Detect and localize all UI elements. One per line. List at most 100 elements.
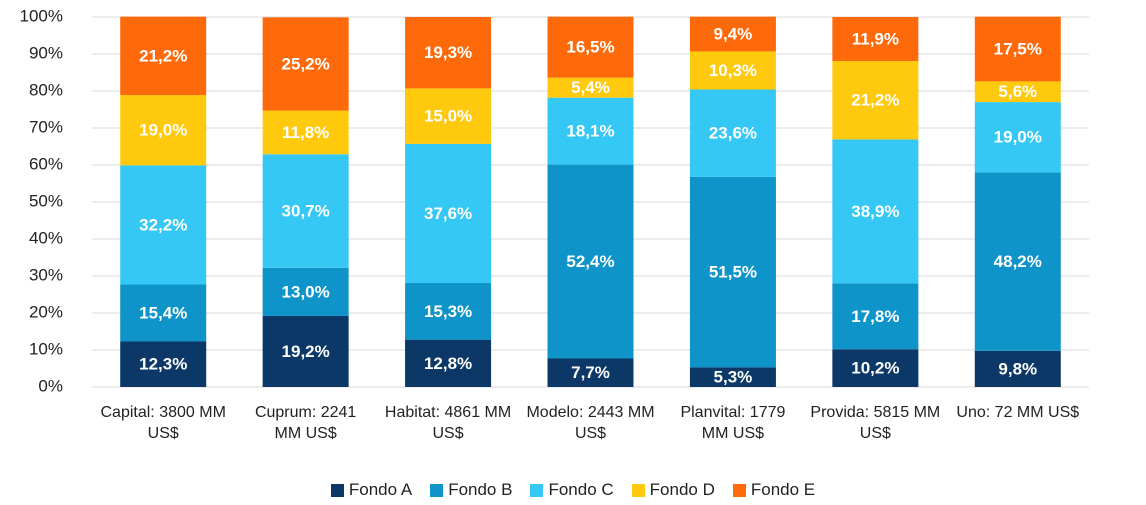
data-label: 12,8% bbox=[424, 354, 472, 373]
data-label: 18,1% bbox=[566, 122, 614, 141]
data-label: 10,2% bbox=[851, 359, 899, 378]
bar-segment bbox=[832, 139, 919, 284]
y-tick-label: 90% bbox=[29, 43, 63, 62]
y-tick-label: 70% bbox=[29, 117, 63, 136]
bar-segment bbox=[974, 16, 1061, 82]
x-tick-label: Modelo: 2443 MM US$ bbox=[526, 404, 655, 442]
data-label: 30,7% bbox=[282, 202, 330, 221]
data-label: 15,3% bbox=[424, 302, 472, 321]
legend-item: Fondo B bbox=[430, 480, 512, 500]
bar-segment bbox=[974, 172, 1061, 351]
x-tick-label: Cuprum: 2241 MM US$ bbox=[254, 404, 357, 442]
bar-segment bbox=[262, 315, 349, 387]
data-label: 19,0% bbox=[139, 121, 187, 140]
data-label: 21,2% bbox=[851, 91, 899, 110]
bar-segment bbox=[547, 358, 634, 387]
bar-segment bbox=[974, 102, 1061, 173]
legend-label: Fondo D bbox=[649, 480, 715, 499]
data-label: 19,2% bbox=[282, 342, 330, 361]
bar-segment bbox=[547, 77, 634, 98]
bar-segment bbox=[405, 143, 492, 284]
legend-item: Fondo D bbox=[631, 480, 715, 500]
y-tick-label: 80% bbox=[29, 80, 63, 99]
data-label: 38,9% bbox=[851, 202, 899, 221]
bar-segment bbox=[120, 341, 207, 387]
x-tick-label: Habitat: 4861 MM US$ bbox=[384, 404, 512, 442]
data-label: 11,8% bbox=[282, 123, 329, 142]
y-tick-label: 60% bbox=[29, 154, 63, 173]
bar-segment bbox=[120, 95, 207, 166]
bar-segment bbox=[832, 349, 919, 387]
data-label: 19,3% bbox=[424, 43, 472, 62]
bar-segment bbox=[832, 17, 919, 62]
bar-segment bbox=[974, 81, 1061, 103]
data-label: 11,9% bbox=[852, 29, 899, 48]
data-label: 10,3% bbox=[709, 61, 757, 80]
bar-segment bbox=[405, 88, 492, 144]
bar-segment bbox=[120, 284, 207, 342]
y-tick-label: 40% bbox=[29, 228, 63, 247]
data-label: 51,5% bbox=[709, 263, 757, 282]
legend-label: Fondo A bbox=[348, 480, 413, 499]
data-label: 9,4% bbox=[714, 25, 753, 44]
x-tick-label: Provida: 5815 MM US$ bbox=[810, 404, 941, 442]
bar-segment bbox=[832, 61, 919, 140]
y-tick-label: 50% bbox=[29, 191, 63, 210]
y-tick-label: 30% bbox=[29, 265, 63, 284]
bar-segment bbox=[262, 154, 349, 268]
data-label: 5,4% bbox=[571, 78, 610, 97]
y-tick-label: 10% bbox=[29, 339, 63, 358]
data-label: 23,6% bbox=[709, 124, 757, 143]
legend-label: Fondo B bbox=[448, 480, 513, 499]
bar-segment bbox=[547, 97, 634, 165]
data-label: 9,8% bbox=[998, 359, 1037, 378]
data-label: 13,0% bbox=[282, 282, 330, 301]
data-label: 5,6% bbox=[998, 82, 1037, 101]
bar-segment bbox=[689, 16, 776, 52]
bar-segment bbox=[262, 17, 349, 111]
y-tick-label: 20% bbox=[29, 302, 63, 321]
bar-segment bbox=[689, 367, 776, 387]
data-label: 17,8% bbox=[851, 307, 899, 326]
x-tick-label: Planvital: 1779 MM US$ bbox=[680, 404, 786, 442]
bar-segment bbox=[405, 283, 492, 340]
bar-segment bbox=[547, 16, 634, 78]
x-tick-label: Capital: 3800 MM US$ bbox=[100, 404, 226, 442]
y-tick-label: 100% bbox=[20, 6, 63, 25]
bar-segment bbox=[974, 350, 1061, 387]
data-label: 15,4% bbox=[139, 303, 187, 322]
data-label: 25,2% bbox=[282, 54, 330, 73]
legend-item: Fondo C bbox=[530, 480, 614, 500]
bar-segment bbox=[262, 110, 349, 155]
data-label: 32,2% bbox=[139, 215, 187, 234]
data-label: 52,4% bbox=[566, 252, 614, 271]
bar-segment bbox=[689, 51, 776, 90]
legend-swatch bbox=[530, 483, 544, 497]
y-tick-label: 0% bbox=[38, 376, 63, 395]
legend-label: Fondo E bbox=[750, 480, 816, 499]
legend-swatch bbox=[732, 483, 746, 497]
bar-segment bbox=[405, 17, 492, 89]
legend-label: Fondo C bbox=[548, 480, 614, 499]
bar-segment bbox=[120, 165, 207, 285]
data-label: 48,2% bbox=[994, 252, 1042, 271]
bar-segment bbox=[405, 339, 492, 387]
legend: Fondo A Fondo B Fondo C Fondo D Fondo E bbox=[0, 480, 1146, 500]
bar-segment bbox=[832, 283, 919, 350]
data-label: 12,3% bbox=[139, 355, 187, 374]
legend-item: Fondo E bbox=[732, 480, 816, 500]
data-label: 19,0% bbox=[994, 128, 1042, 147]
data-label: 17,5% bbox=[994, 39, 1042, 58]
legend-item: Fondo A bbox=[330, 480, 413, 500]
bar-segment bbox=[262, 267, 349, 316]
data-label: 5,3% bbox=[714, 368, 753, 387]
data-label: 7,7% bbox=[571, 363, 610, 382]
legend-swatch bbox=[330, 483, 344, 497]
legend-swatch bbox=[430, 483, 444, 497]
x-tick-label: Uno: 72 MM US$ bbox=[956, 404, 1080, 421]
data-label: 21,2% bbox=[139, 46, 187, 65]
bar-segment bbox=[689, 89, 776, 177]
data-label: 16,5% bbox=[566, 38, 614, 57]
